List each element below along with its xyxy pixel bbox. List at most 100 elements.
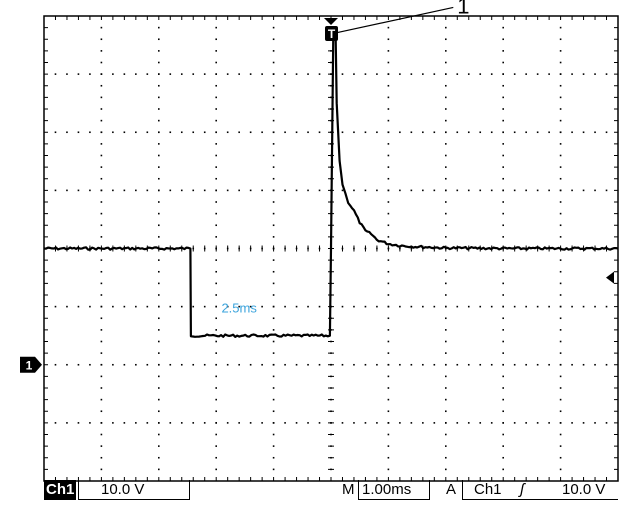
grid-dot [387,422,390,424]
grid-dot [513,422,516,424]
grid-dot [272,329,275,331]
grid-dot [215,50,217,52]
grid-dot [364,73,367,75]
grid-dot [203,189,206,192]
grid-dot [261,305,263,308]
grid-dot [180,422,183,424]
grid-dot [307,73,309,75]
grid-dot [582,305,585,308]
grid-dot [123,363,126,366]
grid-dot [445,73,447,75]
grid-dot [559,445,562,447]
grid-dot [548,305,550,308]
grid-dot [594,131,596,134]
grid-dot [272,375,275,378]
grid-dot [502,177,504,180]
grid-dot [513,363,516,366]
grid-dot [341,422,344,424]
grid-dot [112,189,114,192]
grid-dot [387,410,390,413]
grid-dot [605,305,608,308]
grid-dot [422,422,424,424]
grid-dot [467,363,470,366]
grid-dot [272,236,275,238]
grid-dot [387,189,390,192]
grid-dot [502,61,504,64]
grid-dot [387,352,390,354]
grid-dot [77,131,80,134]
grid-dot [559,50,562,52]
grid-dot [559,340,562,343]
grid-dot [582,422,585,424]
grid-dot [387,212,390,215]
grid-dot [112,363,114,366]
grid-dot [180,131,183,134]
grid-dot [272,50,275,52]
grid-dot [123,189,126,192]
trigger-level: 10.0 V [562,481,606,498]
grid-dot [536,363,539,366]
grid-dot [341,363,344,366]
grid-dot [158,363,160,366]
grid-dot [445,108,447,110]
grid-dot [387,119,390,122]
grid-dot [559,259,562,261]
grid-dot [536,305,539,308]
grid-dot [169,305,172,308]
grid-dot [89,422,91,424]
grid-dot [123,131,126,134]
grid-dot [203,131,206,134]
grid-dot [582,73,585,75]
grid-dot [100,38,103,41]
grid-dot [467,131,470,134]
grid-dot [272,363,275,366]
grid-dot [112,73,114,75]
grid-dot [456,422,459,424]
grid-dot [559,398,562,401]
grid-dot [605,73,608,75]
grid-dot [284,305,286,308]
grid-dot [100,445,103,447]
grid-dot [100,26,103,29]
grid-dot [284,422,286,424]
grid-dot [307,131,309,134]
grid-dot [307,422,309,424]
grid-dot [158,317,160,320]
grid-dot [272,131,275,134]
grid-dot [399,73,401,75]
grid-dot [559,329,562,331]
grid-dot [272,340,275,343]
grid-dot [261,363,263,366]
trigger-slope-icon: ʃ [520,481,525,498]
grid-dot [387,84,390,87]
grid-dot [180,305,183,308]
grid-dot [479,131,482,134]
grid-dot [158,73,160,75]
grid-dot [226,73,229,75]
grid-dot [364,189,367,192]
grid-dot [559,26,562,29]
grid-dot [559,96,562,99]
grid-dot [215,282,217,285]
grid-dot [272,96,275,99]
grid-dot [318,73,321,75]
channel-scale: 10.0 V [78,480,190,500]
duration-label: 2.5ms [221,300,257,315]
grid-dot [582,131,585,134]
grid-dot [445,61,447,64]
grid-dot [203,363,206,366]
grid-dot [100,50,103,52]
grid-dot [433,422,436,424]
grid-dot [272,305,275,308]
grid-dot [445,363,447,366]
grid-dot [387,131,390,134]
grid-dot [410,131,413,134]
grid-dot [376,422,378,424]
grid-dot [548,73,550,75]
grid-dot [192,189,195,192]
grid-dot [158,201,160,203]
grid-dot [307,305,309,308]
grid-dot [89,189,91,192]
grid-dot [387,398,390,401]
